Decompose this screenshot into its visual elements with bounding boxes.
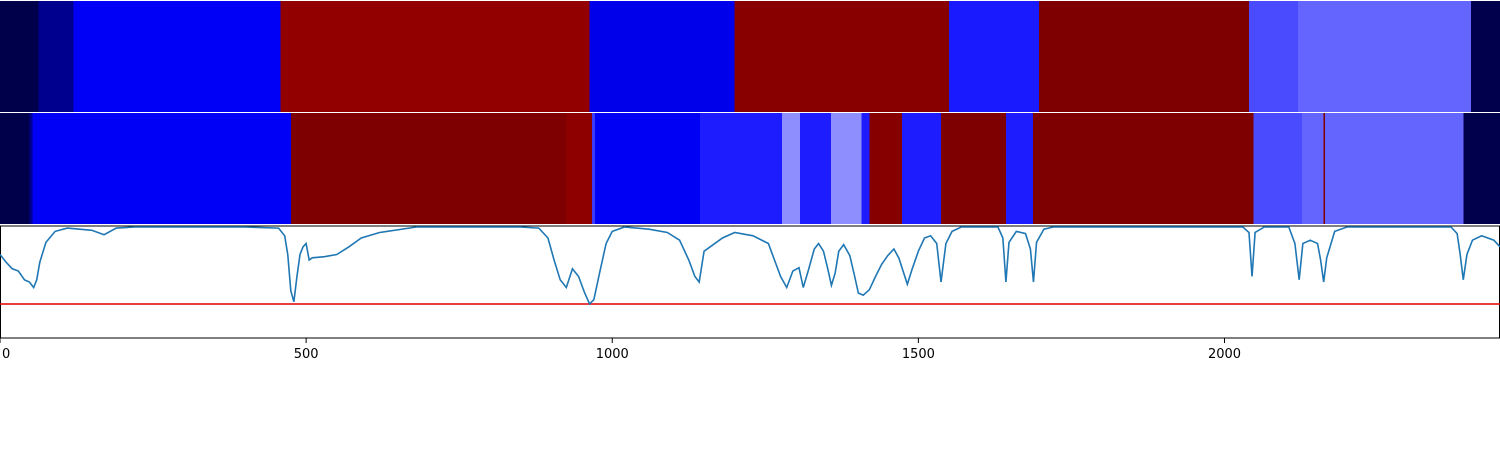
x-axis: 0 500 1000 1500 2000 xyxy=(0,338,1241,362)
heatmap-segment xyxy=(941,113,1006,224)
heatmap-segment xyxy=(73,1,281,112)
heatmap-segment xyxy=(1463,113,1500,224)
heatmap-segment xyxy=(290,113,567,224)
heatmap-segment xyxy=(1032,113,1254,224)
heatmap-segment xyxy=(1253,113,1303,224)
line-panel-frame xyxy=(0,225,1500,339)
heatmap-segment xyxy=(566,113,593,224)
heatmap-segment xyxy=(861,113,870,224)
heatmap-segment xyxy=(1471,1,1500,112)
heatmap-segment xyxy=(32,113,291,224)
heatmap-segment xyxy=(948,1,1039,112)
series-line xyxy=(0,226,1500,306)
heatmap-segment xyxy=(1324,113,1464,224)
heatmap-segment xyxy=(595,113,700,224)
heatmap-segment xyxy=(1302,113,1324,224)
heatmap-segment xyxy=(781,113,801,224)
heatmap-segment xyxy=(830,113,862,224)
heatmap-segment xyxy=(592,113,596,224)
x-tick-label: 1000 xyxy=(596,347,629,362)
heatmap-segment xyxy=(699,113,782,224)
x-tick-label: 1500 xyxy=(902,347,935,362)
heatmap-row-2 xyxy=(0,113,1500,224)
heatmap-segment xyxy=(1038,1,1249,112)
heatmap-segment xyxy=(1297,1,1472,112)
line-panel xyxy=(0,225,1500,339)
heatmap-segment xyxy=(869,113,902,224)
heatmap-rows xyxy=(0,1,1500,224)
heatmap-segment xyxy=(800,113,831,224)
heatmap-segment xyxy=(0,113,30,224)
heatmap-segment xyxy=(0,1,39,112)
heatmap-segment xyxy=(1248,1,1298,112)
heatmap-segment xyxy=(734,1,949,112)
heatmap-segment xyxy=(280,1,590,112)
heatmap-segment xyxy=(1323,113,1325,224)
heatmap-segment xyxy=(29,113,33,224)
heatmap-segment xyxy=(901,113,942,224)
heatmap-segment xyxy=(589,1,735,112)
x-tick-label: 0 xyxy=(2,347,10,362)
x-tick-label: 2000 xyxy=(1208,347,1241,362)
heatmap-row-1 xyxy=(0,1,1500,112)
heatmap-segment xyxy=(38,1,74,112)
x-tick-label: 500 xyxy=(294,347,319,362)
heatmap-segment xyxy=(1005,113,1033,224)
